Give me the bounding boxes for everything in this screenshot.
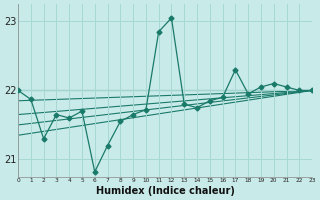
X-axis label: Humidex (Indice chaleur): Humidex (Indice chaleur) bbox=[96, 186, 235, 196]
